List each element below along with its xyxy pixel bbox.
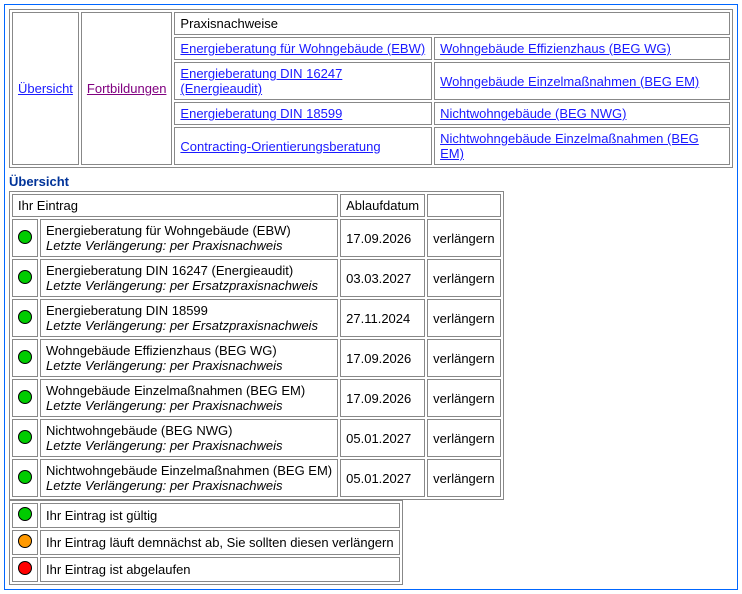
entries-table: Ihr Eintrag Ablaufdatum Energieberatung … — [9, 191, 504, 500]
header-entry: Ihr Eintrag — [12, 194, 338, 217]
status-dot-icon — [18, 561, 32, 575]
action-cell: verlängern — [427, 299, 500, 337]
nav-overview-cell: Übersicht — [12, 12, 79, 165]
status-cell — [12, 379, 38, 417]
entry-subtitle: Letzte Verlängerung: per Praxisnachweis — [46, 438, 332, 453]
table-row: Nichtwohngebäude Einzelmaßnahmen (BEG EM… — [12, 459, 501, 497]
legend-table: Ihr Eintrag ist gültigIhr Eintrag läuft … — [9, 500, 403, 585]
status-cell — [12, 259, 38, 297]
table-row: Wohngebäude Effizienzhaus (BEG WG)Letzte… — [12, 339, 501, 377]
action-cell: verlängern — [427, 259, 500, 297]
entry-cell: Nichtwohngebäude Einzelmaßnahmen (BEG EM… — [40, 459, 338, 497]
entry-subtitle: Letzte Verlängerung: per Praxisnachweis — [46, 478, 332, 493]
extend-action[interactable]: verlängern — [433, 311, 494, 326]
entry-title: Nichtwohngebäude (BEG NWG) — [46, 423, 332, 438]
entry-subtitle: Letzte Verlängerung: per Praxisnachweis — [46, 238, 332, 253]
page-frame: Übersicht Fortbildungen Praxisnachweise … — [4, 4, 738, 590]
nav-link-1-left[interactable]: Energieberatung DIN 16247 (Energieaudit) — [180, 66, 342, 96]
entry-subtitle: Letzte Verlängerung: per Praxisnachweis — [46, 398, 332, 413]
legend-row: Ihr Eintrag ist gültig — [12, 503, 400, 528]
action-cell: verlängern — [427, 419, 500, 457]
expiry-cell: 17.09.2026 — [340, 219, 425, 257]
extend-action[interactable]: verlängern — [433, 431, 494, 446]
table-row: Energieberatung für Wohngebäude (EBW)Let… — [12, 219, 501, 257]
expiry-cell: 17.09.2026 — [340, 339, 425, 377]
status-cell — [12, 419, 38, 457]
entry-title: Energieberatung DIN 18599 — [46, 303, 332, 318]
status-cell — [12, 459, 38, 497]
status-dot-icon — [18, 310, 32, 324]
status-dot-icon — [18, 470, 32, 484]
status-dot-icon — [18, 507, 32, 521]
expiry-cell: 27.11.2024 — [340, 299, 425, 337]
header-expiry: Ablaufdatum — [340, 194, 425, 217]
entry-cell: Energieberatung DIN 16247 (Energieaudit)… — [40, 259, 338, 297]
entry-cell: Wohngebäude Effizienzhaus (BEG WG)Letzte… — [40, 339, 338, 377]
extend-action[interactable]: verlängern — [433, 351, 494, 366]
entry-cell: Nichtwohngebäude (BEG NWG)Letzte Verläng… — [40, 419, 338, 457]
nav-link-3-left[interactable]: Contracting-Orientierungsberatung — [180, 139, 380, 154]
entry-subtitle: Letzte Verlängerung: per Ersatzpraxisnac… — [46, 278, 332, 293]
status-cell — [12, 219, 38, 257]
nav-top-full-text: Praxisnachweise — [180, 16, 278, 31]
legend-status-cell — [12, 530, 38, 555]
entry-subtitle: Letzte Verlängerung: per Praxisnachweis — [46, 358, 332, 373]
legend-row: Ihr Eintrag läuft demnächst ab, Sie soll… — [12, 530, 400, 555]
nav-table: Übersicht Fortbildungen Praxisnachweise … — [9, 9, 733, 168]
entry-title: Wohngebäude Einzelmaßnahmen (BEG EM) — [46, 383, 332, 398]
entries-header-row: Ihr Eintrag Ablaufdatum — [12, 194, 501, 217]
nav-link-0-right[interactable]: Wohngebäude Effizienzhaus (BEG WG) — [440, 41, 671, 56]
entry-cell: Energieberatung für Wohngebäude (EBW)Let… — [40, 219, 338, 257]
status-cell — [12, 339, 38, 377]
nav-link-3-right[interactable]: Nichtwohngebäude Einzelmaßnahmen (BEG EM… — [440, 131, 699, 161]
status-dot-icon — [18, 230, 32, 244]
table-row: Energieberatung DIN 18599Letzte Verlänge… — [12, 299, 501, 337]
nav-training-cell: Fortbildungen — [81, 12, 173, 165]
nav-top-full-cell: Praxisnachweise — [174, 12, 730, 35]
action-cell: verlängern — [427, 459, 500, 497]
status-dot-icon — [18, 270, 32, 284]
expiry-cell: 17.09.2026 — [340, 379, 425, 417]
entry-subtitle: Letzte Verlängerung: per Ersatzpraxisnac… — [46, 318, 332, 333]
entry-title: Nichtwohngebäude Einzelmaßnahmen (BEG EM… — [46, 463, 332, 478]
entry-cell: Energieberatung DIN 18599Letzte Verlänge… — [40, 299, 338, 337]
status-cell — [12, 299, 38, 337]
extend-action[interactable]: verlängern — [433, 271, 494, 286]
nav-link-0-left[interactable]: Energieberatung für Wohngebäude (EBW) — [180, 41, 425, 56]
legend-text: Ihr Eintrag ist abgelaufen — [40, 557, 400, 582]
table-row: Energieberatung DIN 16247 (Energieaudit)… — [12, 259, 501, 297]
nav-link-2-left[interactable]: Energieberatung DIN 18599 — [180, 106, 342, 121]
action-cell: verlängern — [427, 339, 500, 377]
entry-title: Energieberatung DIN 16247 (Energieaudit) — [46, 263, 332, 278]
expiry-cell: 03.03.2027 — [340, 259, 425, 297]
expiry-cell: 05.01.2027 — [340, 419, 425, 457]
extend-action[interactable]: verlängern — [433, 391, 494, 406]
entry-title: Energieberatung für Wohngebäude (EBW) — [46, 223, 332, 238]
entry-title: Wohngebäude Effizienzhaus (BEG WG) — [46, 343, 332, 358]
extend-action[interactable]: verlängern — [433, 231, 494, 246]
extend-action[interactable]: verlängern — [433, 471, 494, 486]
section-title: Übersicht — [9, 174, 733, 189]
nav-training-link[interactable]: Fortbildungen — [87, 81, 167, 96]
status-dot-icon — [18, 534, 32, 548]
legend-row: Ihr Eintrag ist abgelaufen — [12, 557, 400, 582]
entry-cell: Wohngebäude Einzelmaßnahmen (BEG EM)Letz… — [40, 379, 338, 417]
legend-text: Ihr Eintrag läuft demnächst ab, Sie soll… — [40, 530, 400, 555]
legend-status-cell — [12, 503, 38, 528]
action-cell: verlängern — [427, 219, 500, 257]
nav-link-1-right[interactable]: Wohngebäude Einzelmaßnahmen (BEG EM) — [440, 74, 699, 89]
nav-overview-link[interactable]: Übersicht — [18, 81, 73, 96]
expiry-cell: 05.01.2027 — [340, 459, 425, 497]
table-row: Wohngebäude Einzelmaßnahmen (BEG EM)Letz… — [12, 379, 501, 417]
header-action — [427, 194, 500, 217]
table-row: Nichtwohngebäude (BEG NWG)Letzte Verläng… — [12, 419, 501, 457]
action-cell: verlängern — [427, 379, 500, 417]
status-dot-icon — [18, 430, 32, 444]
legend-status-cell — [12, 557, 38, 582]
nav-link-2-right[interactable]: Nichtwohngebäude (BEG NWG) — [440, 106, 626, 121]
status-dot-icon — [18, 390, 32, 404]
legend-text: Ihr Eintrag ist gültig — [40, 503, 400, 528]
status-dot-icon — [18, 350, 32, 364]
